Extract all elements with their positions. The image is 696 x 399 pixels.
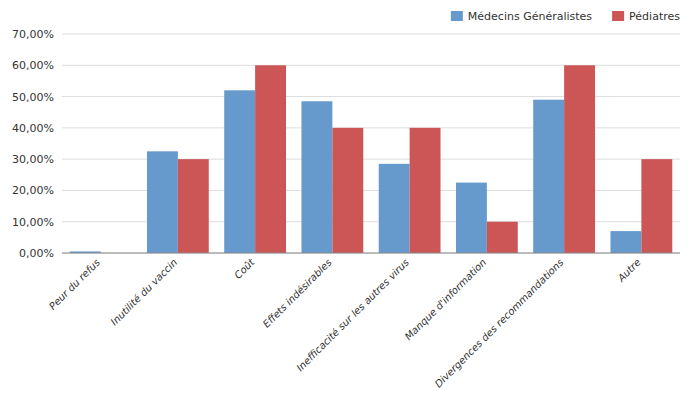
y-tick-label: 70,00% — [12, 28, 54, 41]
x-tick-label: Coût — [232, 256, 257, 281]
bar — [301, 101, 332, 253]
x-tick-label: Peur du refus — [47, 257, 102, 312]
y-tick-label: 30,00% — [12, 153, 54, 166]
legend-item: Pédiatres — [612, 10, 680, 23]
grid-line — [62, 253, 680, 254]
bar — [456, 183, 487, 253]
y-tick-label: 20,00% — [12, 184, 54, 197]
bar — [178, 159, 209, 253]
legend-label: Médecins Généralistes — [468, 10, 593, 23]
bar — [533, 100, 564, 253]
y-axis: 0,00% 10,00% 20,00% 30,00% 40,00% 50,00% 60,00… — [12, 28, 680, 260]
legend-label: Pédiatres — [629, 10, 680, 23]
bar — [147, 151, 178, 253]
x-tick-label: Divergences des recommandations — [433, 257, 566, 390]
legend-swatch — [451, 11, 463, 21]
bars — [70, 65, 673, 253]
legend: Médecins Généralistes Pédiatres — [451, 10, 680, 23]
bar — [379, 164, 410, 253]
y-tick-label: 60,00% — [12, 59, 54, 72]
x-axis-line — [62, 253, 680, 254]
bar — [255, 65, 286, 253]
bar — [487, 222, 518, 253]
x-tick-label: Autre — [615, 257, 643, 285]
bar — [224, 90, 255, 253]
x-tick-label: Effets indésirables — [261, 257, 334, 330]
y-tick-label: 0,00% — [19, 247, 54, 260]
bar — [332, 128, 363, 253]
grid-line — [62, 34, 680, 35]
bar — [564, 65, 595, 253]
x-tick-label: Manque d'information — [403, 257, 489, 343]
x-tick-label: Inutilité du vaccin — [108, 257, 179, 328]
legend-item: Médecins Généralistes — [451, 10, 593, 23]
y-tick-label: 50,00% — [12, 91, 54, 104]
y-tick-label: 10,00% — [12, 216, 54, 229]
bar — [410, 128, 441, 253]
chart-container: 0,00% 10,00% 20,00% 30,00% 40,00% 50,00% 60,00… — [0, 0, 696, 399]
chart: 0,00% 10,00% 20,00% 30,00% 40,00% 50,00% 60,00… — [0, 0, 696, 399]
x-tick-label: Inefficacité sur les autres virus — [294, 257, 411, 374]
legend-swatch — [612, 11, 624, 21]
bar — [610, 231, 641, 253]
x-axis: Peur du refusInutilité du vaccin CoûtEffe… — [47, 256, 643, 390]
y-tick-label: 40,00% — [12, 122, 54, 135]
bar — [641, 159, 672, 253]
